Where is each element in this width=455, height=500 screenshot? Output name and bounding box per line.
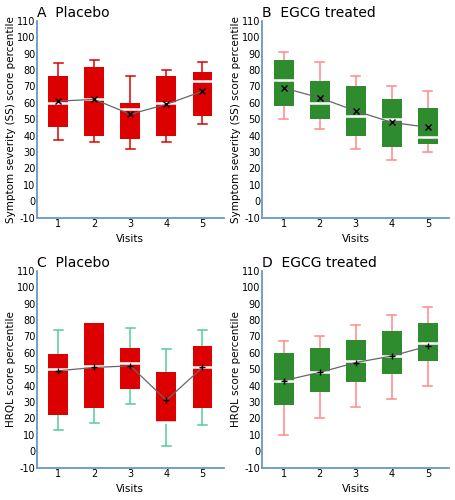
Text: A  Placebo: A Placebo — [37, 6, 109, 20]
Text: D  EGCG treated: D EGCG treated — [262, 256, 377, 270]
Bar — [346, 340, 366, 382]
Bar — [274, 352, 293, 405]
Y-axis label: HRQL score percentile: HRQL score percentile — [231, 311, 241, 427]
Bar — [310, 82, 330, 119]
Bar — [418, 323, 438, 361]
Bar — [157, 76, 176, 136]
Bar — [418, 108, 438, 144]
X-axis label: Visits: Visits — [116, 484, 144, 494]
Bar — [157, 372, 176, 422]
Bar — [48, 354, 68, 415]
Bar — [85, 66, 104, 136]
Y-axis label: Symptom severity (SS) score percentile: Symptom severity (SS) score percentile — [231, 16, 241, 223]
Text: B  EGCG treated: B EGCG treated — [262, 6, 376, 20]
Bar — [346, 86, 366, 136]
Bar — [382, 100, 402, 147]
Y-axis label: Symptom severity (SS) score percentile: Symptom severity (SS) score percentile — [5, 16, 15, 223]
Bar — [274, 60, 293, 106]
Bar — [310, 348, 330, 392]
X-axis label: Visits: Visits — [342, 234, 370, 244]
Bar — [48, 76, 68, 128]
X-axis label: Visits: Visits — [342, 484, 370, 494]
Y-axis label: HRQL score percentile: HRQL score percentile — [5, 311, 15, 427]
Bar — [85, 323, 104, 408]
X-axis label: Visits: Visits — [116, 234, 144, 244]
Bar — [121, 348, 140, 389]
Bar — [121, 102, 140, 139]
Text: C  Placebo: C Placebo — [37, 256, 110, 270]
Bar — [382, 332, 402, 374]
Bar — [192, 72, 212, 116]
Bar — [192, 346, 212, 408]
